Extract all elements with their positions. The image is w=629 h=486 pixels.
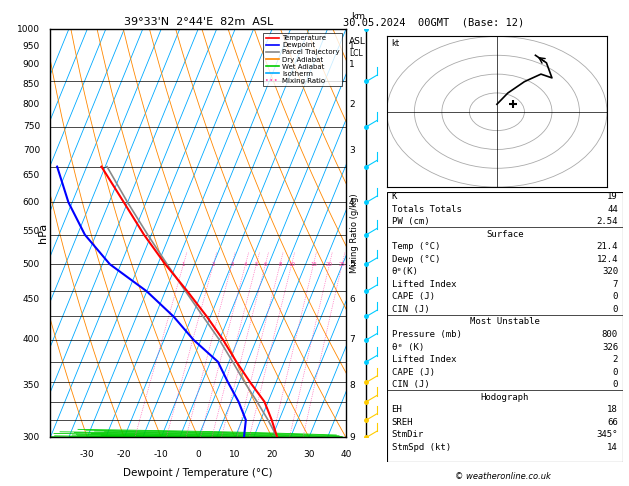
Text: 7: 7: [613, 280, 618, 289]
Text: Surface: Surface: [486, 229, 523, 239]
Text: θᵉ (K): θᵉ (K): [391, 343, 424, 351]
Text: 20: 20: [266, 450, 278, 459]
Text: 800: 800: [602, 330, 618, 339]
Text: 6: 6: [264, 261, 267, 267]
Y-axis label: hPa: hPa: [38, 223, 48, 243]
Text: CIN (J): CIN (J): [391, 380, 429, 389]
Text: StmSpd (kt): StmSpd (kt): [391, 443, 450, 452]
Text: 15: 15: [310, 261, 317, 267]
Text: 30.05.2024  00GMT  (Base: 12): 30.05.2024 00GMT (Base: 12): [343, 17, 525, 27]
Text: 21.4: 21.4: [596, 242, 618, 251]
Text: 30: 30: [303, 450, 314, 459]
Text: 8: 8: [349, 381, 355, 390]
Text: 0: 0: [613, 380, 618, 389]
Text: 6: 6: [349, 295, 355, 304]
Text: Lifted Index: Lifted Index: [391, 355, 456, 364]
Text: 7: 7: [349, 335, 355, 345]
Text: Mixing Ratio (g/kg): Mixing Ratio (g/kg): [350, 193, 359, 273]
Text: Most Unstable: Most Unstable: [470, 317, 540, 327]
Text: PW (cm): PW (cm): [391, 217, 429, 226]
Text: 345°: 345°: [596, 430, 618, 439]
Text: 44: 44: [607, 205, 618, 213]
Text: 700: 700: [23, 146, 40, 155]
Text: 3: 3: [230, 261, 234, 267]
Text: 1: 1: [182, 261, 186, 267]
Text: 800: 800: [23, 100, 40, 109]
Text: StmDir: StmDir: [391, 430, 424, 439]
Text: Temp (°C): Temp (°C): [391, 242, 440, 251]
Text: 650: 650: [23, 171, 40, 180]
Text: 1: 1: [349, 42, 355, 51]
Text: Totals Totals: Totals Totals: [391, 205, 462, 213]
Text: Dewpoint / Temperature (°C): Dewpoint / Temperature (°C): [123, 468, 273, 478]
Text: CAPE (J): CAPE (J): [391, 367, 435, 377]
Text: 5: 5: [349, 260, 355, 269]
Text: K: K: [391, 192, 397, 201]
Text: 900: 900: [23, 60, 40, 69]
Text: 19: 19: [607, 192, 618, 201]
Text: 14: 14: [607, 443, 618, 452]
Text: km: km: [351, 12, 365, 21]
Text: CIN (J): CIN (J): [391, 305, 429, 314]
Text: 5: 5: [255, 261, 258, 267]
Text: 326: 326: [602, 343, 618, 351]
Text: 2: 2: [613, 355, 618, 364]
Text: LCL: LCL: [349, 49, 363, 58]
Text: 10: 10: [288, 261, 295, 267]
Text: 320: 320: [602, 267, 618, 276]
Title: 39°33'N  2°44'E  82m  ASL: 39°33'N 2°44'E 82m ASL: [123, 17, 273, 27]
Text: 2.54: 2.54: [596, 217, 618, 226]
Text: -10: -10: [154, 450, 169, 459]
Text: 25: 25: [338, 261, 345, 267]
Text: 3: 3: [349, 146, 355, 155]
Text: 66: 66: [607, 418, 618, 427]
Text: 4: 4: [349, 198, 355, 207]
Text: -20: -20: [117, 450, 131, 459]
Text: 950: 950: [23, 42, 40, 51]
Text: 350: 350: [23, 381, 40, 390]
Legend: Temperature, Dewpoint, Parcel Trajectory, Dry Adiabat, Wet Adiabat, Isotherm, Mi: Temperature, Dewpoint, Parcel Trajectory…: [264, 33, 342, 87]
Text: 9: 9: [349, 433, 355, 442]
Text: 1: 1: [349, 60, 355, 69]
Text: 8: 8: [278, 261, 282, 267]
Text: 4: 4: [244, 261, 247, 267]
Text: 300: 300: [23, 433, 40, 442]
Text: CAPE (J): CAPE (J): [391, 293, 435, 301]
Text: Dewp (°C): Dewp (°C): [391, 255, 440, 264]
Text: 12.4: 12.4: [596, 255, 618, 264]
Text: 450: 450: [23, 295, 40, 304]
Text: 0: 0: [195, 450, 201, 459]
Text: θᵉ(K): θᵉ(K): [391, 267, 418, 276]
Text: 10: 10: [230, 450, 241, 459]
Text: -30: -30: [80, 450, 94, 459]
Text: © weatheronline.co.uk: © weatheronline.co.uk: [455, 472, 551, 481]
Text: 40: 40: [340, 450, 352, 459]
Text: 20: 20: [326, 261, 333, 267]
Text: 0: 0: [613, 293, 618, 301]
Text: 1000: 1000: [17, 25, 40, 34]
Text: Hodograph: Hodograph: [481, 393, 529, 402]
Text: ASL: ASL: [349, 37, 366, 46]
Text: 550: 550: [23, 227, 40, 236]
Text: Lifted Index: Lifted Index: [391, 280, 456, 289]
Text: 400: 400: [23, 335, 40, 345]
Text: EH: EH: [391, 405, 403, 414]
Text: 750: 750: [23, 122, 40, 131]
Text: 2: 2: [349, 100, 355, 109]
Text: 0: 0: [613, 367, 618, 377]
Text: 500: 500: [23, 260, 40, 269]
Text: kt: kt: [391, 39, 399, 49]
Text: 600: 600: [23, 198, 40, 207]
Text: 850: 850: [23, 80, 40, 89]
Text: 2: 2: [212, 261, 215, 267]
Text: 18: 18: [607, 405, 618, 414]
Text: SREH: SREH: [391, 418, 413, 427]
Text: Pressure (mb): Pressure (mb): [391, 330, 462, 339]
Text: 0: 0: [613, 305, 618, 314]
